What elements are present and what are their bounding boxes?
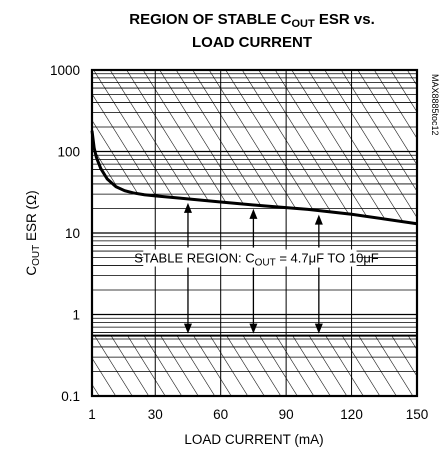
arrow-head-up [183, 202, 192, 213]
unstable-region-upper [92, 70, 417, 224]
y-tick-label: 1 [72, 308, 80, 323]
stable-esr-upper-boundary [90, 130, 418, 226]
chart-title-line2: LOAD CURRENT [192, 34, 312, 51]
y-tick-label: 1000 [50, 63, 80, 78]
y-tick-labels: 0.1 1 10 100 1000 [50, 63, 80, 404]
arrow-pair [183, 202, 192, 334]
unstable-region-lower [92, 335, 417, 396]
x-tick-label: 1 [88, 407, 96, 422]
y-axis-label: COUT ESR (Ω) [24, 190, 42, 275]
x-tick-label: 120 [340, 407, 363, 422]
x-axis-label: LOAD CURRENT (mA) [184, 432, 323, 447]
arrow-pair [249, 208, 258, 334]
plot-frame [90, 68, 419, 398]
arrow-head-down [183, 323, 192, 334]
x-tick-label: 60 [213, 407, 228, 422]
x-tick-labels: 1 30 60 90 120 150 [88, 407, 428, 422]
arrow-pair [314, 214, 323, 334]
x-tick-label: 30 [148, 407, 163, 422]
y-tick-label: 100 [57, 145, 80, 160]
y-tick-label: 0.1 [61, 389, 80, 404]
stable-region-annotation: STABLE REGION: COUT = 4.7μF TO 10μF [134, 251, 379, 269]
chart-title-line1: REGION OF STABLE COUT ESR vs. [129, 11, 375, 30]
watermark-text: MAX8885toc12 [430, 74, 440, 136]
x-tick-label: 90 [279, 407, 294, 422]
gridlines [92, 70, 417, 396]
x-tick-label: 150 [406, 407, 429, 422]
stable-region-arrows [183, 202, 323, 334]
arrow-head-up [249, 208, 258, 219]
arrow-head-up [314, 214, 323, 225]
arrow-head-down [249, 323, 258, 334]
annotation-background [143, 249, 357, 267]
y-tick-label: 10 [65, 226, 80, 241]
arrow-head-down [314, 323, 323, 334]
